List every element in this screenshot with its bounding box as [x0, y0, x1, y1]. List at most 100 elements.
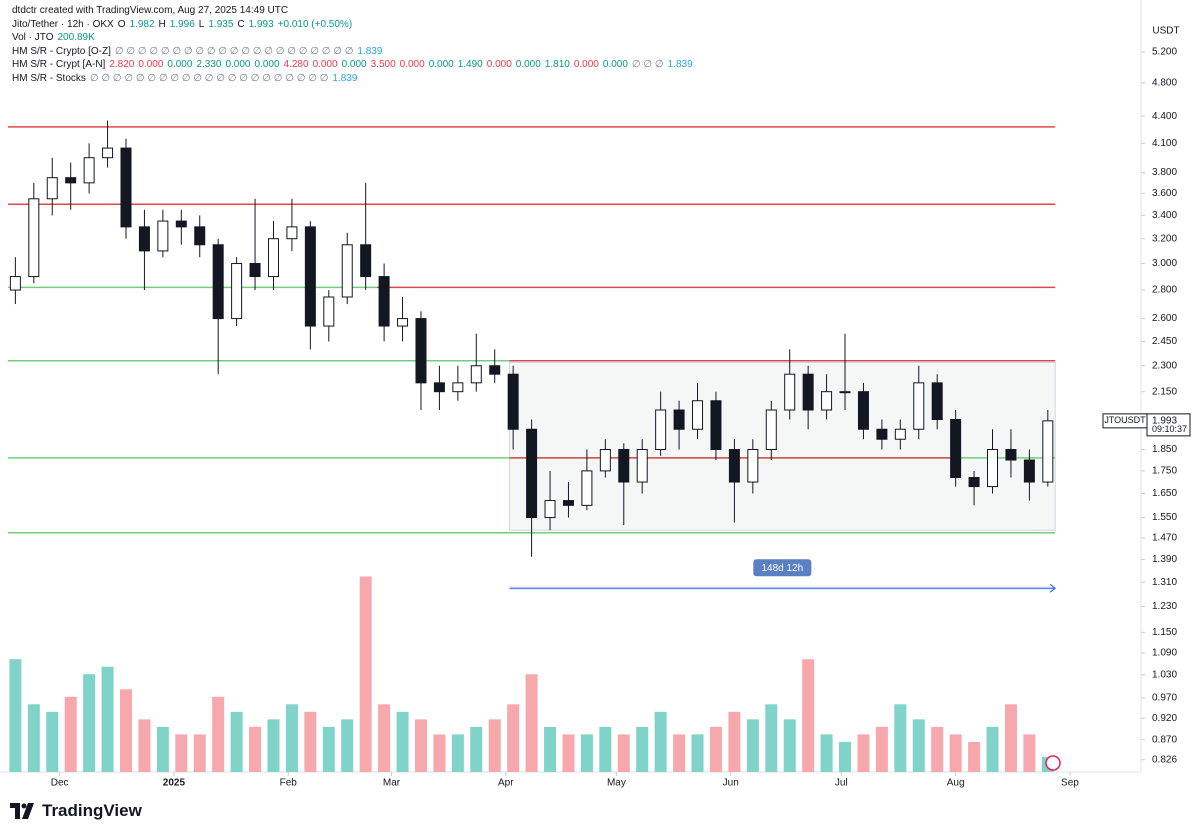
volume-bar: [507, 704, 520, 772]
y-axis-title: USDT: [1152, 26, 1179, 37]
volume-bar: [654, 711, 667, 772]
quote-value: 1.982: [129, 18, 155, 30]
candle-body: [194, 226, 206, 246]
volume-bar: [267, 719, 280, 772]
y-tick-label: 1.230: [1152, 601, 1177, 612]
indicator-value: 0.000: [486, 59, 512, 71]
candle-body: [931, 382, 943, 421]
indicator-row: HM S/R - Crypto [O-Z] ∅ ∅ ∅ ∅ ∅ ∅ ∅ ∅ ∅ ∅…: [12, 45, 693, 59]
measure-label: 148d 12h: [761, 563, 803, 574]
indicator-value: 1.810: [544, 59, 570, 71]
volume-bar: [986, 726, 999, 772]
candle-body: [489, 365, 501, 375]
indicator-name: HM S/R - Crypto [O-Z]: [12, 45, 111, 57]
y-tick-label: 3.200: [1152, 233, 1177, 244]
y-tick-label: 3.800: [1152, 167, 1177, 178]
measure-label-box: [753, 559, 812, 577]
y-tick-label: 4.800: [1152, 77, 1177, 88]
volume-bar: [857, 734, 870, 772]
footer: TradingView: [10, 801, 142, 821]
y-tick-label: 0.870: [1152, 734, 1177, 745]
price-tag-box: [1146, 413, 1191, 437]
candle-body: [212, 244, 224, 320]
candle-body: [397, 318, 409, 327]
volume-bar: [470, 726, 483, 772]
candle-body: [341, 244, 353, 298]
volume-bar: [783, 719, 796, 772]
volume-bar: [212, 696, 225, 772]
volume-bar: [83, 674, 96, 772]
volume-bar: [544, 726, 557, 772]
candle-body: [415, 318, 427, 384]
volume-bar: [46, 711, 59, 772]
y-tick-label: 0.970: [1152, 693, 1177, 704]
quote-row: Jito/Tether · 12h · OKX O 1.982 H 1.996 L 1.93…: [12, 18, 693, 32]
volume-bar: [839, 741, 852, 772]
volume-bar: [175, 734, 188, 772]
volume-bar: [691, 734, 704, 772]
x-tick-label: Jun: [723, 778, 739, 789]
quote-key: O: [117, 18, 126, 30]
candle-body: [747, 448, 759, 483]
volume-bar: [138, 719, 151, 772]
volume-bar: [931, 726, 944, 772]
y-tick-label: 3.400: [1152, 210, 1177, 221]
x-tick-label: Apr: [498, 778, 514, 789]
indicator-value: 0.000: [515, 59, 541, 71]
volume-bar: [119, 689, 132, 772]
volume-bar: [636, 726, 649, 772]
volume-bar: [599, 726, 612, 772]
volume-bar: [765, 704, 778, 772]
quote-value: 1.996: [169, 18, 195, 30]
volume-bar: [451, 734, 464, 772]
volume-bar: [249, 726, 262, 772]
candle-body: [120, 147, 132, 228]
y-tick-label: 2.300: [1152, 360, 1177, 371]
candle-body: [267, 238, 279, 278]
volume-bar: [285, 704, 298, 772]
indicator-value: ∅ ∅ ∅ ∅ ∅ ∅ ∅ ∅ ∅ ∅ ∅ ∅ ∅ ∅ ∅ ∅ ∅ ∅ ∅ ∅ …: [89, 72, 329, 84]
indicator-row: Vol · JTO 200.89K: [12, 31, 693, 45]
candle-body: [1042, 420, 1054, 483]
y-tick-label: 1.390: [1152, 554, 1177, 565]
candle-body: [987, 448, 999, 488]
indicator-value: 0.000: [138, 59, 164, 71]
quote-key: C: [237, 18, 245, 30]
volume-bar: [193, 734, 206, 772]
candle-body: [821, 391, 833, 411]
volume-bar: [673, 734, 686, 772]
volume-bar: [820, 734, 833, 772]
volume-bar: [949, 734, 962, 772]
volume-bar: [617, 734, 630, 772]
candle-body: [581, 470, 593, 506]
candle-body: [470, 365, 482, 384]
volume-bar: [875, 726, 888, 772]
y-tick-label: 4.100: [1152, 138, 1177, 149]
y-tick-label: 1.150: [1152, 627, 1177, 638]
candle-body: [544, 500, 556, 519]
indicator-value: ∅ ∅ ∅ ∅ ∅ ∅ ∅ ∅ ∅ ∅ ∅ ∅ ∅ ∅ ∅ ∅ ∅ ∅ ∅ ∅ …: [114, 45, 354, 57]
brand: TradingView: [42, 801, 142, 820]
candle-body: [360, 244, 372, 278]
candle-body: [157, 220, 169, 252]
volume-bar: [912, 719, 925, 772]
indicator-value: 0.000: [312, 59, 338, 71]
logo: [10, 803, 34, 819]
volume-bar: [9, 659, 22, 772]
volume-bar: [488, 719, 501, 772]
indicator-row: HM S/R - Crypt [A-N] 2.820 0.000 0.000 2.330…: [12, 58, 693, 72]
candle-body: [784, 373, 796, 411]
candle-body: [175, 220, 187, 228]
change: +0.010 (+0.50%): [277, 18, 353, 30]
credit: dtdctr created with TradingView.com, Aug…: [12, 5, 289, 16]
x-tick-label: Aug: [947, 778, 965, 789]
credit-row: dtdctr created with TradingView.com, Aug…: [12, 4, 693, 18]
indicator-value: 0.000: [573, 59, 599, 71]
x-tick-label: May: [607, 778, 626, 789]
indicator-name: HM S/R - Stocks: [12, 72, 86, 84]
y-tick-label: 1.310: [1152, 577, 1177, 588]
candle-body: [526, 428, 538, 519]
candle-body: [1005, 448, 1017, 461]
volume-bar: [1023, 734, 1036, 772]
